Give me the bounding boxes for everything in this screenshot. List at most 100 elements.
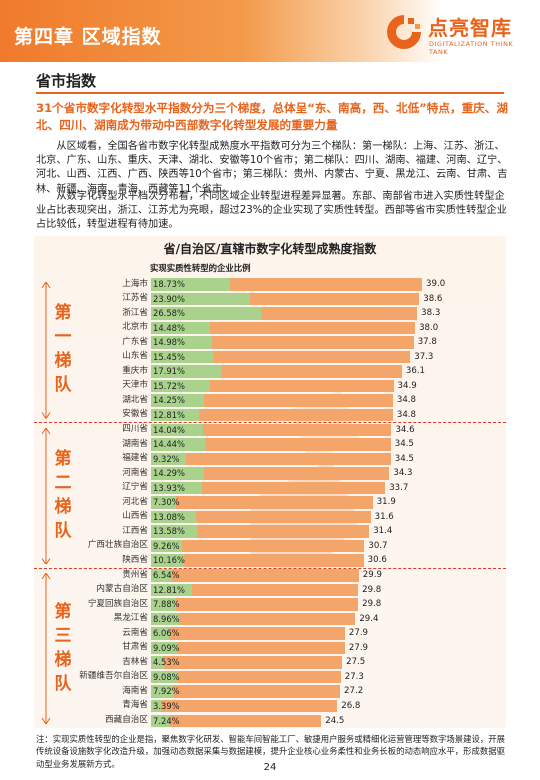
value-label: 34.9	[397, 380, 417, 391]
logo-en-text: DIGITALIZATION THINK TANK	[429, 40, 514, 56]
category-label: 陕西省	[122, 554, 148, 565]
category-label: 北京市	[122, 322, 148, 333]
value-label: 29.8	[362, 584, 382, 595]
value-label: 26.8	[341, 700, 361, 711]
share-label: 9.32%	[153, 453, 180, 464]
category-label: 西藏自治区	[105, 715, 148, 725]
value-label: 30.7	[368, 540, 388, 551]
tier-label: 第二梯队	[48, 447, 78, 543]
value-label: 27.9	[348, 642, 369, 653]
index-bar	[151, 467, 390, 480]
tier-label-char: 梯	[54, 496, 72, 517]
index-bar	[151, 481, 386, 495]
share-bar	[151, 278, 230, 291]
tier-label: 第一梯队	[48, 301, 78, 397]
tier-label: 第三梯队	[48, 600, 78, 696]
index-bar	[151, 656, 343, 669]
category-label: 河南省	[122, 467, 148, 478]
value-label: 38.6	[423, 293, 443, 304]
category-label: 四川省	[122, 424, 148, 434]
tier-label-char: 一	[54, 327, 72, 348]
share-bar	[151, 510, 196, 524]
share-label: 13.08%	[153, 511, 185, 522]
footnote: 注：实现实质性转型的企业是指，聚焦数字化研发、智能车间智能工厂、敏捷用户服务或精…	[36, 734, 505, 769]
share-bar	[151, 321, 211, 335]
share-label: 14.44%	[153, 439, 185, 450]
tier-label-char: 三	[54, 625, 72, 646]
value-label: 39.0	[426, 279, 446, 289]
index-bar	[151, 525, 370, 538]
index-bar	[151, 583, 359, 597]
value-label: 31.6	[374, 511, 394, 522]
value-label: 27.2	[344, 686, 364, 697]
share-label: 7.30%	[153, 497, 180, 508]
share-label: 18.73%	[153, 279, 185, 289]
tier-label-char: 第	[54, 601, 72, 622]
share-bar	[151, 408, 200, 422]
value-label: 29.9	[362, 570, 382, 580]
chapter-title: 第四章 区域指数	[14, 26, 162, 48]
share-label: 8.96%	[153, 613, 180, 624]
share-label: 6.54%	[153, 570, 180, 580]
value-label: 34.6	[395, 424, 415, 435]
value-label: 36.1	[405, 366, 426, 377]
share-label: 14.25%	[153, 395, 185, 406]
share-label: 26.58%	[153, 308, 185, 319]
paragraph-1: 从区域看，全国各省市数字化转型成熟度水平指数可分为三个梯队：第一梯队：上海、江苏…	[36, 141, 508, 195]
value-label: 37.8	[417, 337, 437, 348]
share-label: 7.92%	[153, 686, 180, 697]
share-bar	[151, 699, 161, 713]
category-label: 江苏省	[122, 293, 148, 304]
category-label: 江西省	[122, 525, 148, 536]
share-bar	[151, 569, 173, 582]
share-label: 4.53%	[153, 657, 180, 668]
index-bar	[151, 554, 364, 567]
share-bar	[151, 583, 193, 597]
share-label: 12.81%	[153, 409, 185, 420]
share-bar	[151, 598, 177, 611]
tier-label-char: 第	[54, 303, 72, 324]
share-bar	[151, 539, 182, 553]
share-bar	[151, 350, 214, 364]
share-label: 7.88%	[153, 599, 180, 610]
category-label: 宁夏回族自治区	[87, 598, 148, 609]
value-label: 29.8	[362, 599, 382, 610]
category-label: 内蒙古自治区	[96, 584, 148, 595]
logo-icon	[387, 15, 421, 49]
category-label: 广东省	[122, 336, 148, 347]
share-bar	[151, 554, 185, 567]
share-bar	[151, 670, 178, 684]
index-bar	[151, 379, 394, 393]
share-bar	[151, 438, 205, 451]
value-label: 27.3	[344, 671, 364, 682]
share-label: 17.91%	[153, 366, 185, 377]
value-label: 34.5	[394, 453, 414, 464]
share-label: 3.39%	[153, 700, 180, 711]
index-bar	[151, 699, 338, 713]
share-bar	[151, 525, 197, 538]
share-bar	[151, 627, 170, 640]
section-divider	[36, 92, 504, 94]
share-label: 13.93%	[153, 482, 185, 493]
value-label: 33.7	[389, 482, 409, 493]
section-title: 省市指数	[36, 72, 97, 90]
value-label: 24.5	[325, 715, 345, 726]
tier-divider	[34, 422, 506, 423]
index-bar	[151, 452, 391, 466]
share-bar	[151, 379, 211, 393]
tier-divider	[34, 567, 506, 569]
category-label: 吉林省	[122, 656, 148, 667]
share-label: 12.81%	[153, 584, 185, 595]
category-label: 辽宁省	[122, 482, 148, 493]
value-label: 30.6	[367, 555, 387, 566]
share-bar	[151, 685, 175, 698]
category-label: 山西省	[122, 511, 148, 522]
index-bar	[151, 510, 371, 524]
share-label: 9.08%	[153, 671, 180, 682]
share-label: 23.90%	[153, 293, 185, 304]
share-bar	[151, 481, 202, 495]
value-label: 27.9	[348, 628, 369, 639]
index-bar	[151, 627, 345, 640]
category-label: 浙江省	[122, 307, 148, 318]
share-bar	[151, 292, 251, 306]
